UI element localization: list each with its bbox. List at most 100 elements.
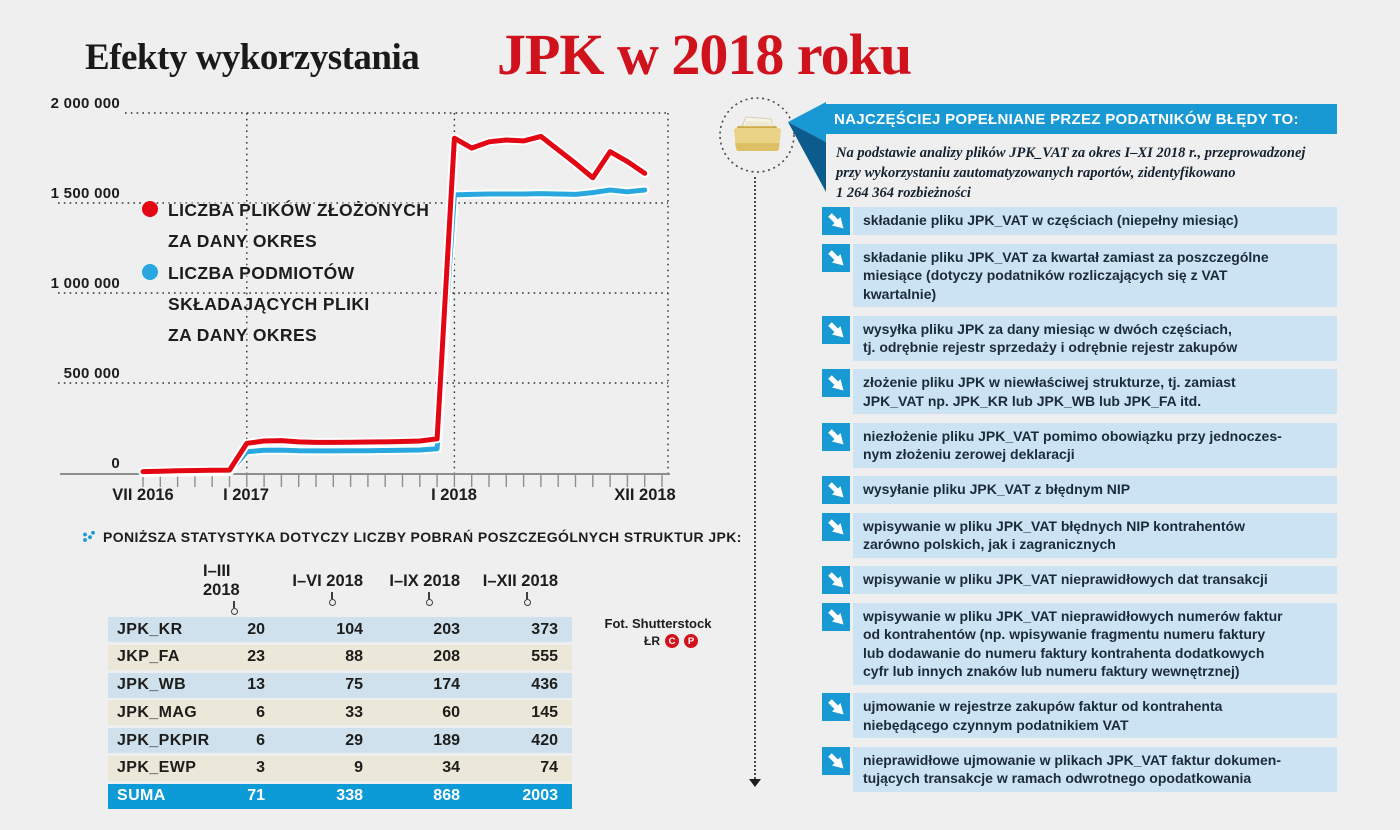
row-label: JPK_MAG [117,703,198,721]
row-value: 3 [256,759,265,777]
legend-entry-files: LICZBA PLIKÓW ZŁOŻONYCH ZA DANY OKRES [142,195,429,257]
arrow-se-icon [822,693,850,721]
table-row: JPK_KR 20 104 203 373 [108,617,572,642]
error-item: złożenie pliku JPK w niewłaściwej strukt… [822,369,1337,414]
dotted-connector-line [754,177,756,779]
error-item: nieprawidłowe ujmowanie w plikach JPK_VA… [822,746,1337,792]
legend-label: LICZBA PLIKÓW ZŁOŻONYCH ZA DANY OKRES [168,200,430,251]
arrow-se-icon [822,746,850,775]
table-heading-text: PONIŻSZA STATYSTYKA DOTYCZY LICZBY POBRA… [103,529,742,545]
author-initials: ŁR [644,634,660,648]
error-text: ujmowanie w rejestrze zakupów faktur od … [853,693,1337,738]
row-value: 13 [247,676,265,694]
row-label: SUMA [117,787,166,805]
table-row: JPK_WB 13 75 174 436 [108,672,572,698]
column-header: I–VI 2018 [265,572,363,606]
row-value: 6 [256,731,265,749]
legend-label: LICZBA PODMIOTÓW SKŁADAJĄCYCH PLIKI ZA D… [168,263,370,345]
blue-dot-icon [142,264,158,280]
arrow-se-icon [822,369,850,397]
column-header: I–XII 2018 [460,572,572,606]
y-tick-label: 0 [111,455,120,472]
pin-icon [230,601,238,615]
x-tick-label: XII 2018 [614,486,676,504]
table-row: JPK_MAG 6 33 60 145 [108,700,572,726]
error-text: wysyłka pliku JPK za dany miesiąc w dwóc… [853,315,1337,361]
error-text: złożenie pliku JPK w niewłaściwej strukt… [853,369,1337,414]
dots-icon [83,530,95,542]
error-text: wysyłanie pliku JPK_VAT z błędnym NIP [853,476,1337,504]
row-value: 75 [345,676,363,694]
row-label: JPK_PKPIR [117,731,210,749]
error-item: wpisywanie w pliku JPK_VAT błędnych NIP … [822,512,1337,558]
row-value: 104 [336,620,363,638]
y-tick-label: 1 000 000 [50,275,120,292]
row-value: 174 [433,676,460,694]
row-value: 555 [531,648,558,666]
column-header: I–III 2018 [203,562,265,615]
y-tick-label: 1 500 000 [50,185,120,202]
error-item: ujmowanie w rejestrze zakupów faktur od … [822,693,1337,738]
row-value: 20 [247,620,265,638]
pin-icon [523,591,531,606]
errors-panel-header: NAJCZĘŚCIEJ POPEŁNIANE PRZEZ PODATNIKÓW … [822,104,1337,134]
row-value: 208 [433,648,460,666]
table-row: JPK_PKPIR 6 29 189 420 [108,728,572,754]
row-value: 2003 [522,787,558,805]
row-value: 29 [345,731,363,749]
arrow-se-icon [822,243,850,272]
page-title-main: JPK w 2018 roku [497,22,912,87]
column-header: I–IX 2018 [363,572,460,606]
row-value: 9 [354,759,363,777]
row-value: 74 [540,759,558,777]
arrow-se-icon [822,476,850,504]
folder-icon [719,97,795,173]
error-text: wpisywanie w pliku JPK_VAT błędnych NIP … [853,512,1337,558]
row-value: 6 [256,703,265,721]
error-text: składanie pliku JPK_VAT w częściach (nie… [853,207,1337,235]
x-tick-label: VII 2016 [112,486,174,504]
downloads-table: I–III 2018 I–VI 2018 I–IX 2018 I–XII 201… [108,562,572,812]
errors-list: składanie pliku JPK_VAT w częściach (nie… [822,207,1337,792]
arrow-se-icon [822,207,850,235]
errors-panel-intro: Na podstawie analizy plików JPK_VAT za o… [836,145,1306,201]
arrow-se-icon [822,602,850,631]
error-item: składanie pliku JPK_VAT w częściach (nie… [822,207,1337,235]
error-item: wysyłka pliku JPK za dany miesiąc w dwóc… [822,315,1337,361]
table-row: JPK_EWP 3 9 34 74 [108,755,572,781]
error-item: składanie pliku JPK_VAT za kwartał zamia… [822,243,1337,307]
arrow-se-icon [822,566,850,594]
photo-credit-text: Fot. Shutterstock [604,616,712,631]
row-value: 189 [433,731,460,749]
error-text: niezłożenie pliku JPK_VAT pomimo obowiąz… [853,422,1337,468]
error-text: wpisywanie w pliku JPK_VAT nieprawidłowy… [853,566,1337,594]
error-text: wpisywanie w pliku JPK_VAT nieprawidłowy… [853,602,1337,685]
copyright-p-icon: P [684,634,698,648]
table-total-row: SUMA 71 338 868 2003 [108,783,572,809]
row-value: 868 [433,787,460,805]
copyright-c-icon: C [665,634,679,648]
error-item: wpisywanie w pliku JPK_VAT nieprawidłowy… [822,566,1337,594]
row-value: 145 [531,703,558,721]
y-tick-label: 500 000 [63,365,120,382]
photo-credit: Fot. Shutterstock ŁR C P [598,616,718,648]
row-value: 71 [247,787,265,805]
row-label: JPK_EWP [117,759,197,777]
row-label: JKP_FA [117,648,180,666]
row-label: JPK_KR [117,620,183,638]
x-tick-label: I 2017 [223,486,269,504]
red-dot-icon [142,201,158,217]
row-value: 338 [336,787,363,805]
errors-panel-header-text: NAJCZĘŚCIEJ POPEŁNIANE PRZEZ PODATNIKÓW … [834,110,1299,128]
arrow-se-icon [822,422,850,451]
table-header-row: I–III 2018 I–VI 2018 I–IX 2018 I–XII 201… [108,562,572,615]
table-heading: PONIŻSZA STATYSTYKA DOTYCZY LICZBY POBRA… [82,529,742,545]
row-value: 203 [433,620,460,638]
y-tick-label: 2 000 000 [50,95,120,112]
row-value: 436 [531,676,558,694]
error-item: wysyłanie pliku JPK_VAT z błędnym NIP [822,476,1337,504]
row-value: 60 [442,703,460,721]
error-text: nieprawidłowe ujmowanie w plikach JPK_VA… [853,746,1337,792]
pin-icon [328,591,336,606]
